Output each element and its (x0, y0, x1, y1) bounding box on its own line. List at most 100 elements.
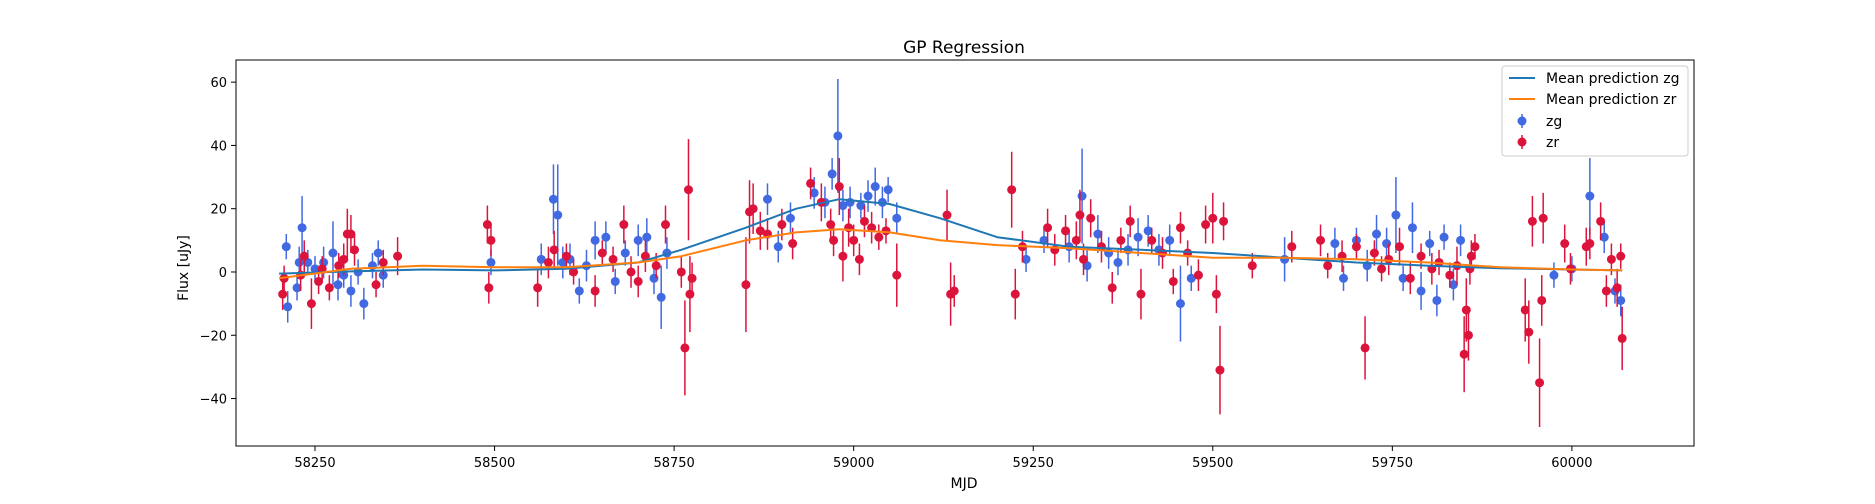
point-zg (1416, 286, 1426, 296)
point-zg (297, 223, 307, 233)
point-zr (867, 223, 877, 233)
point-zr (777, 220, 787, 230)
point-zg (536, 254, 546, 264)
legend-marker-zg (1517, 114, 1527, 128)
point-zr (660, 220, 670, 230)
point-zr (486, 235, 496, 245)
plot-area (278, 78, 1627, 428)
point-zg (656, 292, 666, 302)
point-zg (1077, 191, 1087, 201)
series-zr (278, 139, 1627, 428)
x-tick-label: 60000 (1551, 456, 1592, 471)
point-zg (486, 257, 496, 267)
point-zr (590, 286, 600, 296)
point-zr (393, 251, 403, 261)
point-zr (1524, 327, 1534, 337)
point-zr (788, 239, 798, 249)
point-zr (1201, 220, 1211, 230)
point-zr (1459, 349, 1469, 359)
point-zg (590, 235, 600, 245)
point-zr (1445, 270, 1455, 280)
point-zr (676, 267, 686, 277)
point-zr (1086, 213, 1096, 223)
point-zr (949, 286, 959, 296)
point-zr (1461, 305, 1471, 315)
point-zr (626, 267, 636, 277)
point-zr (1351, 242, 1361, 252)
point-zr (1193, 270, 1203, 280)
point-zr (1617, 333, 1627, 343)
point-zr (299, 251, 309, 261)
point-zg (1398, 273, 1408, 283)
point-zr (549, 245, 559, 255)
point-zr (859, 216, 869, 226)
point-zg (863, 191, 873, 201)
point-zr (1147, 235, 1157, 245)
point-zg (548, 194, 558, 204)
point-zg (1021, 254, 1031, 264)
chart-title: GP Regression (903, 38, 1025, 58)
point-zg (1456, 235, 1466, 245)
point-zr (1079, 254, 1089, 264)
point-zr (680, 343, 690, 353)
point-zr (306, 299, 316, 309)
point-zr (1208, 213, 1218, 223)
point-zg (1339, 273, 1349, 283)
legend-label-mean-zg: Mean prediction zg (1546, 71, 1680, 87)
point-zr (755, 226, 765, 236)
point-zg (292, 283, 302, 293)
x-tick-label: 58750 (653, 456, 694, 471)
point-zr (339, 254, 349, 264)
point-zg (610, 276, 620, 286)
x-tick-label: 58250 (294, 456, 335, 471)
point-zr (1537, 295, 1547, 305)
point-zr (838, 251, 848, 261)
point-zr (1405, 273, 1415, 283)
y-tick-label: 40 (210, 139, 227, 154)
point-zr (597, 248, 607, 258)
point-zg (1175, 299, 1185, 309)
y-tick-label: 20 (210, 203, 227, 218)
point-zg (294, 257, 304, 267)
point-zr (324, 283, 334, 293)
point-zr (829, 235, 839, 245)
point-zg (1382, 239, 1392, 249)
point-zg (281, 242, 291, 252)
y-axis-label: Flux [uJy] (176, 235, 192, 301)
point-zr (350, 245, 360, 255)
point-zr (1043, 223, 1053, 233)
x-tick-label: 59250 (1013, 456, 1054, 471)
x-tick-label: 58500 (474, 456, 515, 471)
point-zg (827, 169, 837, 179)
point-zr (1007, 185, 1017, 195)
point-zg (574, 286, 584, 296)
point-zg (856, 201, 866, 211)
point-zr (1287, 242, 1297, 252)
point-zr (942, 210, 952, 220)
point-zr (1107, 283, 1117, 293)
point-zr (687, 273, 697, 283)
point-zr (1466, 251, 1476, 261)
point-zr (484, 283, 494, 293)
point-zr (1612, 283, 1622, 293)
point-zg (620, 248, 630, 258)
point-zr (1061, 226, 1071, 236)
point-zg (762, 194, 772, 204)
line-mean-prediction-zr (278, 228, 1623, 280)
point-zr (1416, 251, 1426, 261)
point-zr (1215, 365, 1225, 375)
legend-label-zr: zr (1546, 135, 1559, 151)
point-zg (633, 235, 643, 245)
point-zr (543, 257, 553, 267)
point-zg (553, 210, 563, 220)
point-zg (1391, 210, 1401, 220)
point-zr (640, 251, 650, 261)
point-zr (1470, 242, 1480, 252)
point-zg (1549, 270, 1559, 280)
point-zg (1599, 232, 1609, 242)
point-zr (1125, 216, 1135, 226)
point-zg (773, 242, 783, 252)
point-zr (741, 280, 751, 290)
point-zr (1247, 261, 1257, 271)
